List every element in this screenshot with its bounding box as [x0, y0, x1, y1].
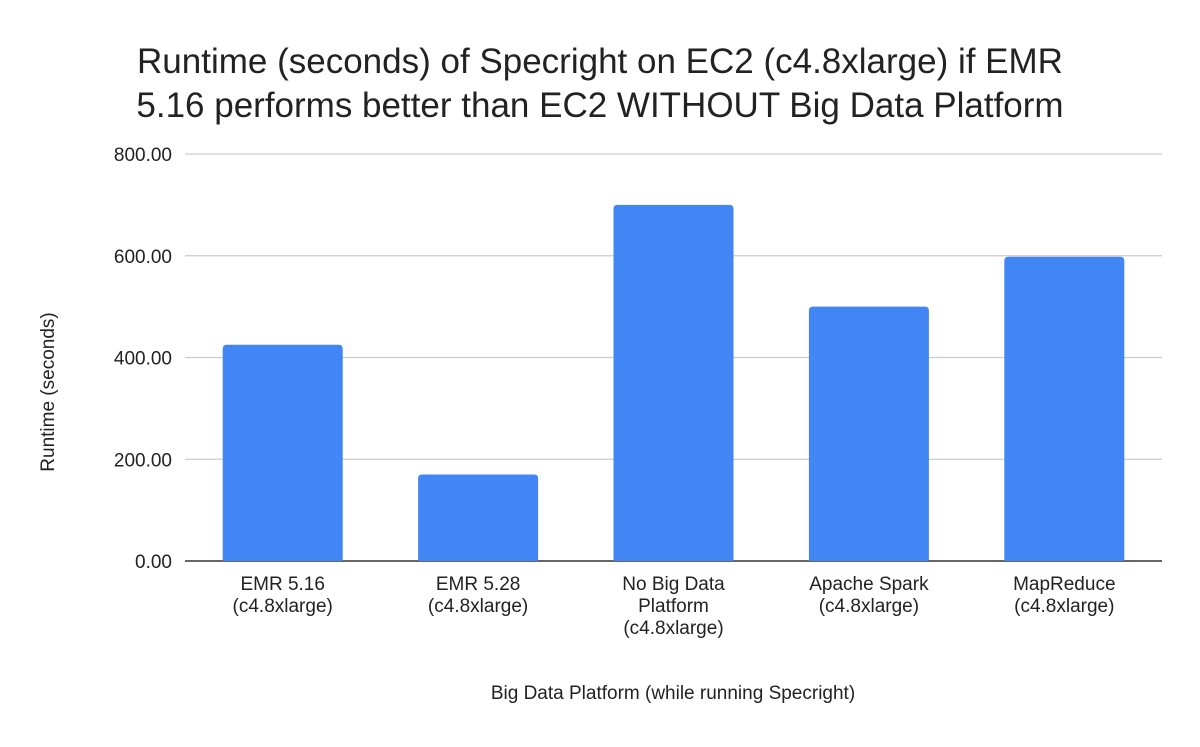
y-tick-label: 600.00	[114, 247, 172, 268]
x-axis-label: Big Data Platform (while running Specrig…	[491, 683, 855, 704]
bar	[1004, 256, 1125, 561]
y-tick-label: 200.00	[114, 450, 172, 471]
bar	[222, 344, 343, 561]
y-tick-label: 0.00	[135, 552, 172, 573]
x-tick-label: Platform	[638, 596, 709, 617]
y-tick-label: 800.00	[114, 145, 172, 166]
chart-title-line-2: 5.16 performs better than EC2 WITHOUT Bi…	[136, 86, 1063, 125]
x-tick-label: EMR 5.28	[436, 574, 520, 595]
x-tick-label: MapReduce	[1013, 574, 1115, 595]
x-tick-label: (c4.8xlarge)	[1014, 596, 1114, 617]
chart-title-line-1: Runtime (seconds) of Specright on EC2 (c…	[137, 42, 1063, 81]
x-tick-label: EMR 5.16	[240, 574, 324, 595]
x-tick-label: Apache Spark	[809, 574, 929, 595]
bar	[808, 306, 929, 561]
x-tick-label: No Big Data	[622, 574, 725, 595]
bar	[418, 474, 539, 561]
x-tick-label: (c4.8xlarge)	[428, 596, 528, 617]
bar	[613, 204, 734, 561]
x-tick-label: (c4.8xlarge)	[819, 596, 919, 617]
x-tick-label: (c4.8xlarge)	[623, 618, 723, 639]
x-tick-label: (c4.8xlarge)	[233, 596, 333, 617]
y-tick-label: 400.00	[114, 349, 172, 370]
y-axis-label: Runtime (seconds)	[38, 312, 59, 471]
